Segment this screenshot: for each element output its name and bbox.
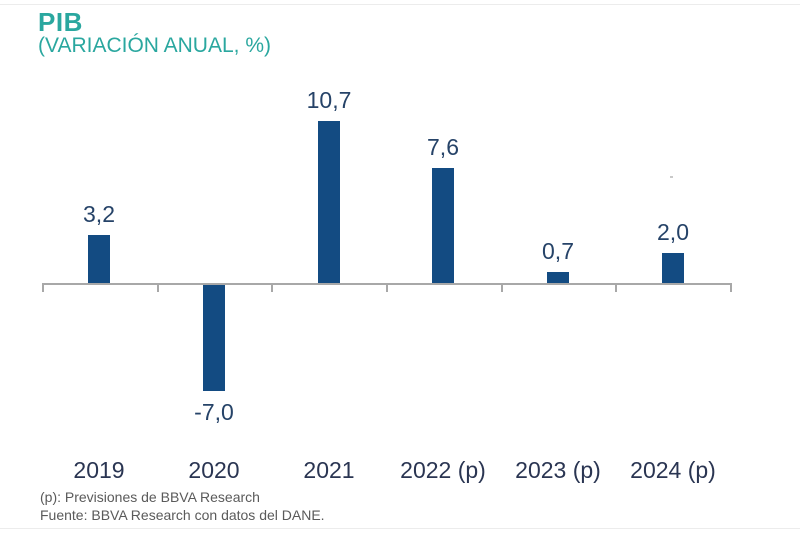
artifact-dot	[670, 176, 673, 178]
axis-tick	[730, 283, 732, 292]
chart-subtitle: (VARIACIÓN ANUAL, %)	[38, 34, 271, 57]
axis-tick	[501, 283, 503, 292]
bottom-border-line	[0, 528, 800, 529]
bar-value-label: 0,7	[542, 238, 574, 264]
category-label: 2022 (p)	[400, 457, 486, 483]
top-border-line	[0, 4, 800, 5]
bar	[662, 253, 684, 283]
bar-value-label: 2,0	[657, 219, 689, 245]
bar	[547, 272, 569, 283]
bar-value-label: 3,2	[83, 201, 115, 227]
axis-tick	[157, 283, 159, 292]
axis-tick	[42, 283, 44, 292]
chart-title: PIB	[38, 7, 83, 37]
bar	[203, 285, 225, 391]
category-label: 2019	[73, 457, 125, 483]
category-label: 2020	[188, 457, 240, 483]
bar-value-label: 7,6	[427, 134, 459, 160]
bar	[432, 168, 454, 283]
axis-tick	[386, 283, 388, 292]
category-label: 2024 (p)	[630, 457, 716, 483]
axis-tick	[271, 283, 273, 292]
bar	[88, 235, 110, 283]
bar-value-label: 10,7	[306, 87, 352, 113]
category-label: 2021	[303, 457, 355, 483]
bar	[318, 121, 340, 283]
bar-value-label: -7,0	[194, 399, 234, 425]
footnote-fuente: Fuente: BBVA Research con datos del DANE…	[40, 507, 325, 523]
footnote-previsiones: (p): Previsiones de BBVA Research	[40, 489, 260, 505]
axis-tick	[615, 283, 617, 292]
category-label: 2023 (p)	[515, 457, 601, 483]
